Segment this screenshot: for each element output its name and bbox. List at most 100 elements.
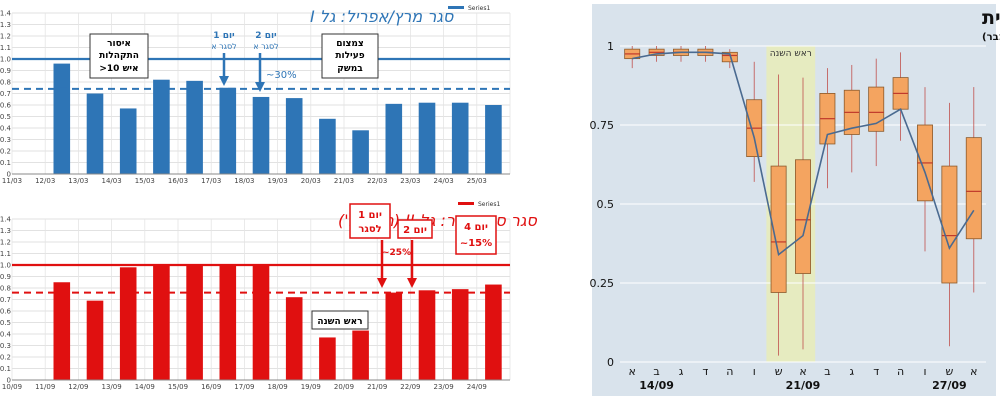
box: [965, 137, 982, 240]
annotation-percent: ~25%: [382, 248, 411, 258]
y-tick-label: 0.7: [0, 90, 11, 98]
bar: [418, 102, 436, 174]
bar: [219, 87, 237, 174]
date-label: 14/09: [639, 379, 674, 392]
x-tick-label: 13/03: [68, 177, 88, 185]
legend-label: Series1: [468, 5, 490, 12]
y-tick-label: 0.2: [0, 354, 11, 362]
x-tick-label: ד: [702, 365, 708, 378]
x-tick-label: 21/03: [334, 177, 354, 185]
y-tick-label: 0.3: [0, 136, 11, 144]
y-tick-label: 0.3: [0, 342, 11, 350]
boxes: [624, 46, 982, 356]
y-tick-label: 1.3: [0, 227, 11, 235]
bar: [153, 265, 170, 380]
annotation-line: ~15%: [460, 238, 492, 249]
y-tick-label: 1.4: [0, 216, 12, 224]
chart-title: סגר מרץ/אפריל: גל I: [310, 7, 454, 26]
bar: [252, 265, 270, 380]
x-tick-label: 17/09: [234, 383, 254, 391]
x-tick-label: ג: [679, 365, 684, 378]
x-tick-label: א: [629, 365, 636, 378]
x-tick-label: ה: [897, 365, 904, 378]
x-tick-label: 23/03: [400, 177, 420, 185]
x-tick-label: 20/03: [301, 177, 321, 185]
bar: [451, 289, 469, 380]
x-tick-label: 16/03: [168, 177, 188, 185]
x-tick-label: א: [970, 365, 977, 378]
x-tick-label: 11/09: [35, 383, 55, 391]
bars: [53, 63, 502, 174]
x-tick-label: 24/03: [434, 177, 454, 185]
x-tick-label: ב: [824, 365, 830, 378]
x-tick-label: 18/03: [234, 177, 254, 185]
bar: [86, 93, 104, 174]
x-tick-labels: 10/09 11/09 12/09 13/09 14/09 15/09 16/09 17/09…: [2, 383, 487, 391]
y-tick-label: 0.1: [0, 365, 11, 373]
x-tick-label: ו: [924, 365, 927, 378]
x-tick-label: 11/03: [2, 177, 22, 185]
y-tick-label: 0.6: [0, 308, 12, 316]
bar: [186, 265, 203, 380]
date-label: 27/09: [932, 379, 967, 392]
y-tick-label: 0.2: [0, 148, 11, 156]
y-tick-label: 0.9: [0, 273, 11, 281]
annotation-box: [321, 33, 379, 79]
y-tick-label: 1.4: [0, 10, 12, 18]
x-tick-label: 21/09: [367, 383, 387, 391]
annotation-line: פעילות: [335, 51, 364, 61]
y-tick-label: 0.5: [0, 319, 11, 327]
y-tick-label: 0.8: [0, 79, 11, 87]
y-tick-label: 0.5: [597, 198, 615, 211]
bar: [219, 265, 237, 380]
box: [721, 51, 738, 63]
bar: [485, 105, 502, 174]
y-tick-label: 0.4: [0, 331, 12, 339]
x-tick-label: 14/03: [102, 177, 122, 185]
bar: [352, 330, 369, 380]
x-tick-label: 25/03: [467, 177, 487, 185]
x-tick-label: ד: [873, 365, 879, 378]
bar: [53, 282, 71, 380]
box: [795, 159, 811, 274]
y-tick-label: 0.8: [0, 285, 11, 293]
arrow-head: [219, 76, 229, 86]
annotation-line: יום 1: [213, 31, 235, 41]
x-tick-label: 24/09: [467, 383, 487, 391]
annotation-line: במשק: [337, 64, 363, 74]
y-tick-label: 1.3: [0, 21, 11, 29]
y-tick-label: 1.2: [0, 33, 11, 41]
annotation-box: [349, 203, 391, 239]
bar: [385, 103, 403, 174]
arrow-head: [407, 278, 417, 288]
bar: [153, 79, 170, 174]
bar: [385, 292, 403, 380]
y-tick-label: 0.6: [0, 102, 12, 110]
annotation-line: יום 4: [464, 222, 488, 233]
y-tick-label: 0: [7, 377, 11, 385]
annotation-line: יום 2: [403, 225, 427, 236]
annotation-box: [397, 219, 433, 239]
annotation-line: צמצום: [336, 39, 364, 49]
x-tick-label: ב: [653, 365, 659, 378]
bar: [319, 118, 336, 174]
x-tick-label: 18/09: [268, 383, 288, 391]
legend: Series1: [448, 5, 490, 12]
y-tick-labels: 0 0.25 0.5 0.75 1: [590, 40, 615, 369]
y-tick-labels: 0 0.1 0.2 0.3 0.4 0.5 0.6 0.7 0.8 0.9 1.0 1.1 1.2 1.3…: [0, 10, 12, 179]
box: [941, 165, 958, 284]
date-labels: 14/09 21/09 27/09: [639, 379, 966, 392]
y-tick-label: 0.4: [0, 125, 12, 133]
bar: [119, 267, 137, 380]
annotation-line: יום 1: [358, 210, 382, 221]
annotation-line: לסגר א: [253, 42, 278, 51]
y-tick-labels: 0 0.1 0.2 0.3 0.4 0.5 0.6 0.7 0.8 0.9 1.0 1.1 1.2 1.3…: [0, 216, 12, 385]
x-tick-label: 12/03: [35, 177, 55, 185]
y-tick-label: 1.2: [0, 239, 11, 247]
annotation-line: יום 2: [255, 31, 277, 41]
y-tick-label: 1.1: [0, 250, 11, 258]
x-tick-label: 10/09: [2, 383, 22, 391]
box: [868, 86, 885, 132]
